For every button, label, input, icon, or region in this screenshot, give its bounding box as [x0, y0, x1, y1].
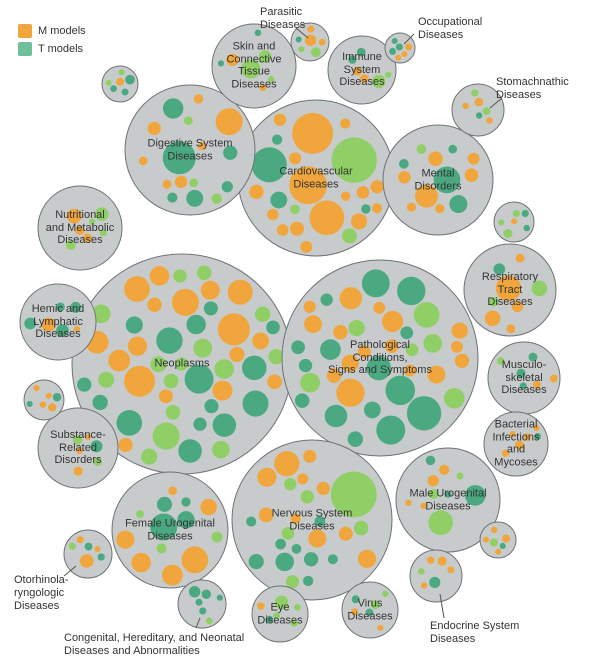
- legend-item-m: M models: [18, 24, 86, 38]
- legend-label-t: T models: [38, 43, 83, 55]
- legend-swatch-m: [18, 24, 32, 38]
- legend: M models T models: [18, 24, 86, 60]
- legend-item-t: T models: [18, 42, 86, 56]
- legend-label-m: M models: [38, 25, 86, 37]
- legend-swatch-t: [18, 42, 32, 56]
- circle-packing-diagram: [0, 0, 600, 667]
